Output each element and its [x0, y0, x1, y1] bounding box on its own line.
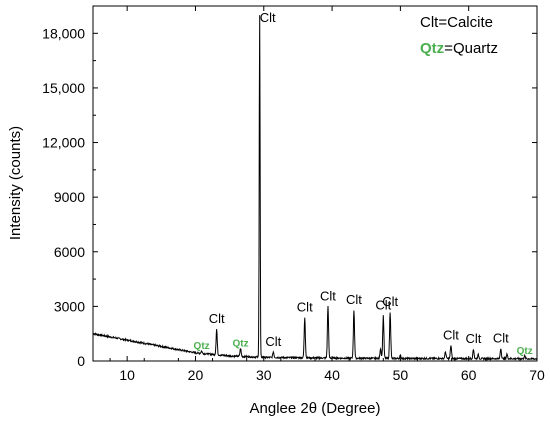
clt-peak-label-10: Clt: [443, 328, 459, 343]
x-tick-label-50: 50: [393, 367, 409, 383]
y-tick-label-6000: 6000: [54, 244, 85, 260]
axis-tick-labels: 10 20 30 40 50 60 70 0 3000 6000 9000 12,000 15,000 1…: [42, 25, 545, 383]
clt-peak-label-12: Clt: [493, 330, 509, 345]
legend: Clt=Calcite Qtz=Quartz: [420, 14, 498, 57]
plot-area-frame: [92, 5, 538, 362]
clt-peak-label-3: Clt: [260, 10, 276, 25]
qtz-peak-label-13: Qtz: [517, 346, 533, 357]
x-tick-label-10: 10: [119, 367, 135, 383]
clt-peak-label-9: Clt: [382, 294, 398, 309]
qtz-peak-label-2: Qtz: [232, 338, 248, 349]
x-tick-label-40: 40: [324, 367, 340, 383]
qtz-peak-label-0: Qtz: [194, 341, 210, 352]
clt-peak-label-8: Clt: [375, 297, 391, 312]
legend-item-calcite: Clt=Calcite: [420, 14, 493, 31]
y-axis-title: Intensity (counts): [7, 126, 24, 240]
y-tick-label-15000: 15,000: [42, 80, 85, 96]
legend-sep-calcite: =: [438, 14, 447, 31]
y-tick-label-18000: 18,000: [42, 25, 85, 41]
y-tick-label-12000: 12,000: [42, 135, 85, 151]
clt-peak-label-1: Clt: [209, 311, 225, 326]
legend-item-quartz: Qtz=Quartz: [420, 40, 498, 57]
y-tick-label-0: 0: [77, 353, 85, 369]
diffraction-pattern-line: [92, 15, 538, 362]
legend-sep-quartz: =: [444, 40, 453, 57]
x-tick-label-20: 20: [188, 367, 204, 383]
y-tick-label-9000: 9000: [54, 189, 85, 205]
clt-peak-label-6: Clt: [320, 288, 336, 303]
axis-ticks: [93, 6, 538, 362]
x-tick-label-30: 30: [256, 367, 272, 383]
x-tick-label-60: 60: [461, 367, 477, 383]
clt-peak-label-11: Clt: [466, 331, 482, 346]
clt-peak-label-4: Clt: [265, 334, 281, 349]
clt-peak-label-7: Clt: [346, 292, 362, 307]
x-tick-label-70: 70: [529, 367, 545, 383]
y-tick-label-3000: 3000: [54, 298, 85, 314]
clt-peak-label-5: Clt: [297, 299, 313, 314]
legend-abbr-calcite: Clt: [420, 14, 439, 31]
x-axis-title: Anglee 2θ (Degree): [250, 400, 381, 417]
legend-name-quartz: Quartz: [453, 40, 498, 57]
legend-name-calcite: Calcite: [447, 14, 493, 31]
legend-abbr-quartz: Qtz: [420, 40, 444, 57]
